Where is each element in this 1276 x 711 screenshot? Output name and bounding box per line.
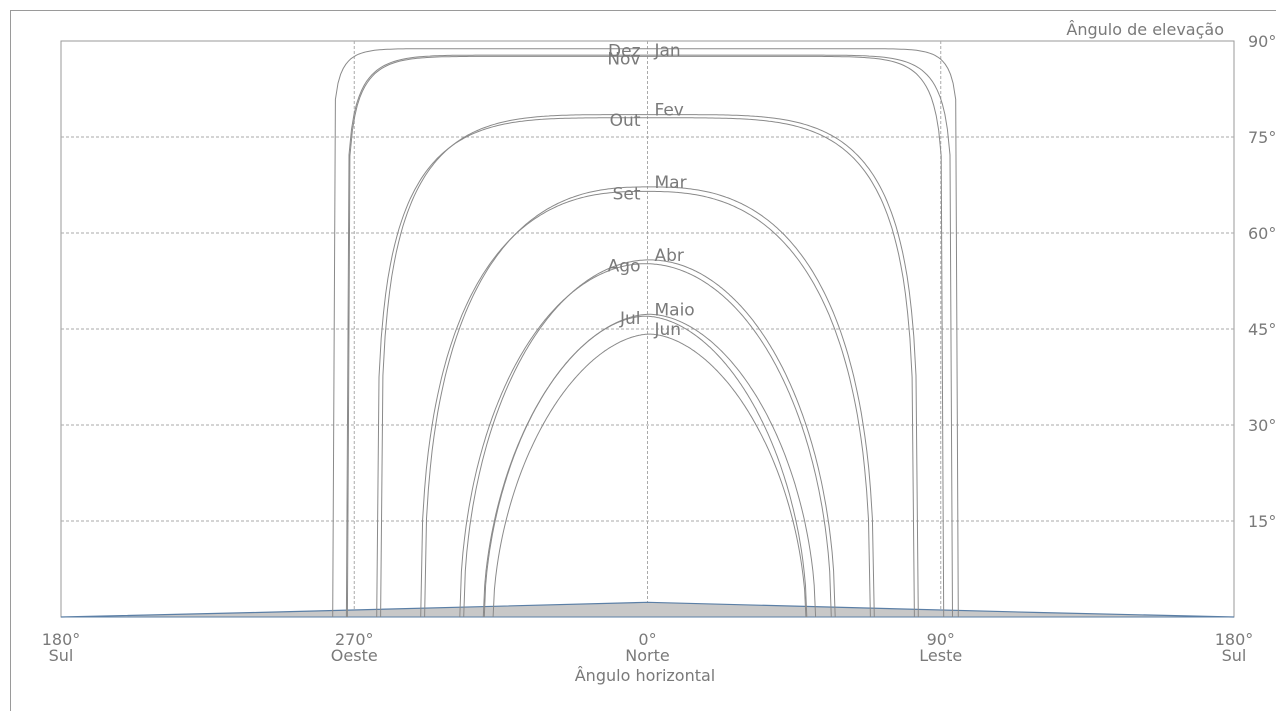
y-tick-label: 75° (1248, 128, 1276, 147)
curve-set (420, 190, 871, 618)
curve-mar (424, 186, 875, 618)
x-tick-direction: Norte (625, 646, 669, 665)
chart-frame: Jan Fev Mar Abr Maio Jun Jul Ago Set Out Nov Dez 90… (10, 10, 1276, 711)
horizon-profile (60, 601, 1235, 618)
y-axis-label: Ângulo de elevação (1066, 20, 1224, 39)
curve-abr (463, 259, 836, 618)
horizon-line (60, 601, 1235, 618)
x-tick-label: 90° (927, 630, 955, 649)
month-label-nov: Nov (607, 49, 640, 69)
curve-out (376, 117, 915, 618)
y-tick-labels: 90° 75° 60° 45° 30° 15° (1248, 32, 1276, 531)
grid-lines (61, 41, 1234, 617)
month-label-jan: Jan (654, 41, 681, 61)
month-label-jul: Jul (619, 309, 641, 329)
x-axis-label: Ângulo horizontal (575, 666, 716, 685)
month-label-ago: Ago (608, 257, 641, 277)
y-tick-label: 60° (1248, 224, 1276, 243)
month-label-out: Out (610, 111, 641, 131)
x-tick-label: 180° (42, 630, 81, 649)
month-label-maio: Maio (655, 300, 695, 320)
curve-fev (380, 114, 919, 618)
month-label-abr: Abr (655, 246, 684, 266)
curve-jul (483, 315, 808, 618)
month-label-dez: Dez (608, 42, 641, 62)
curve-jan (345, 54, 953, 618)
x-tick-direction: Sul (1222, 646, 1247, 665)
sun-path-curves (332, 48, 959, 618)
x-tick-direction: Sul (49, 646, 74, 665)
month-label-mar: Mar (655, 173, 687, 193)
y-tick-label: 90° (1248, 32, 1276, 51)
y-tick-label: 45° (1248, 320, 1276, 339)
x-tick-label: 0° (638, 630, 656, 649)
x-tick-label: 270° (335, 630, 374, 649)
x-tick-direction: Leste (919, 646, 962, 665)
x-tick-label: 180° (1215, 630, 1254, 649)
curve-jun (492, 333, 807, 618)
y-tick-label: 30° (1248, 416, 1276, 435)
month-label-fev: Fev (655, 101, 684, 121)
month-label-set: Set (613, 184, 641, 204)
x-tick-direction: Oeste (331, 646, 378, 665)
y-tick-label: 15° (1248, 512, 1276, 531)
month-label-jun: Jun (654, 320, 682, 340)
curve-nov (346, 55, 945, 618)
curve-ago (459, 263, 832, 618)
curve-dez (332, 48, 959, 618)
horizon-fill (61, 602, 1234, 617)
